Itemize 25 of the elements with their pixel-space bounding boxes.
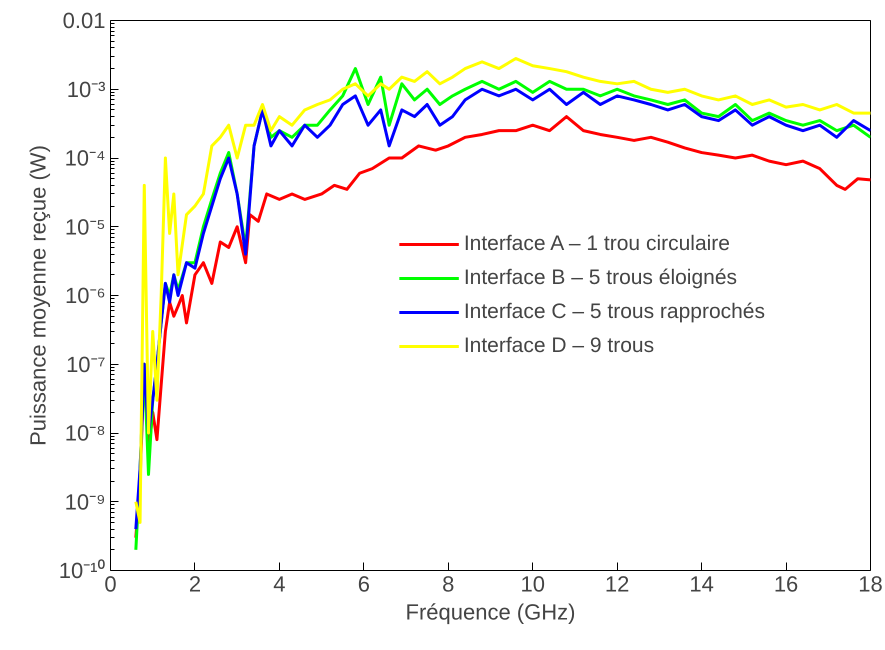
x-tick-label: 8 (442, 572, 454, 596)
y-axis-title: Puissance moyenne reçue (W) (26, 145, 51, 446)
y-tick-label: 10⁻¹⁰ (58, 558, 106, 583)
x-tick-label: 10 (520, 572, 545, 596)
x-tick-label: 6 (358, 572, 370, 596)
legend-label: Interface A – 1 trou circulaire (464, 231, 730, 257)
x-tick-label: 4 (273, 572, 286, 596)
y-tick-label: 10⁻⁶ (64, 283, 106, 308)
y-tick-label: 10⁻⁸ (64, 420, 106, 446)
legend-label: Interface C – 5 trous rapprochés (464, 299, 765, 325)
x-tick-label: 18 (858, 572, 883, 596)
y-tick-label: 10⁻⁹ (64, 489, 106, 514)
legend-label: Interface D – 9 trous (464, 333, 654, 359)
y-tick-label: 10⁻⁴ (64, 146, 106, 170)
x-tick-label: 12 (604, 572, 630, 596)
y-tick-label: 10⁻⁷ (66, 352, 106, 377)
y-tick-label: 0.01 (62, 8, 106, 33)
y-tick-label: 10⁻³ (66, 76, 106, 102)
x-tick-label: 2 (188, 572, 202, 596)
y-tick-label: 10⁻⁵ (64, 214, 106, 240)
legend-label: Interface B – 5 trous éloignés (464, 265, 737, 291)
x-tick-label: 0 (104, 572, 117, 596)
x-tick-label: 14 (689, 572, 714, 596)
x-tick-label: 16 (774, 572, 798, 596)
x-axis-title: Fréquence (GHz) (406, 600, 576, 624)
